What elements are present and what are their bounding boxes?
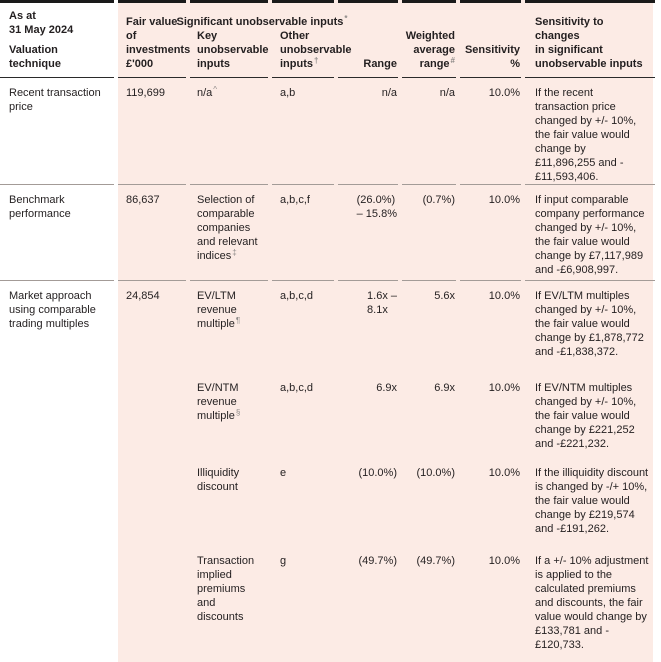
col-header-other-unobservable-inputs: Other unobservable inputs† bbox=[272, 0, 352, 77]
sensitivity-percent-cell: 10.0% bbox=[460, 280, 521, 372]
valuation-technique-cell: Market approach using comparable trading… bbox=[0, 280, 114, 372]
col-header-weighted-average-range: Weighted average range# bbox=[402, 0, 456, 77]
weighted-average-range-cell: 6.9x bbox=[434, 382, 455, 394]
footnote-mark: ¶ bbox=[235, 316, 241, 325]
range-cell: 1.6x – 8.1x bbox=[338, 280, 398, 372]
fair-value-cell bbox=[118, 372, 186, 457]
weighted-average-range-cell: 5.6x bbox=[402, 280, 456, 372]
footnote-mark: ^ bbox=[213, 85, 218, 94]
col-header-key-unobservable-inputs: Key unobservable inputs bbox=[190, 0, 269, 77]
column-header-row: Valuation technique Fair value of invest… bbox=[0, 0, 661, 77]
table-row: Market approach using comparable trading… bbox=[0, 280, 661, 372]
sensitivity-description-cell: If a +/- 10% adjustment is applied to th… bbox=[535, 555, 649, 651]
other-unobservable-inputs-cell: g bbox=[280, 555, 287, 567]
fair-value-cell: 24,854 bbox=[118, 280, 186, 372]
sensitivity-percent-cell: 10.0% bbox=[460, 184, 521, 280]
other-unobservable-inputs-cell: a,b,c,d bbox=[280, 382, 314, 394]
other-unobservable-inputs-cell: a,b,c,d bbox=[272, 280, 334, 372]
valuation-technique-cell bbox=[0, 457, 114, 545]
sensitivity-percent-cell: 10.0% bbox=[488, 467, 520, 479]
col-header-valuation-technique: Valuation technique bbox=[0, 0, 114, 77]
weighted-average-range-cell: (10.0%) bbox=[416, 467, 455, 479]
footnote-asterisk-mark: * bbox=[344, 14, 348, 23]
valuation-technique-cell: Recent transaction price bbox=[0, 77, 114, 184]
as-at-date-label: As at 31 May 2024 bbox=[9, 10, 74, 36]
key-unobservable-input-cell: Transaction implied premiums and discoun… bbox=[197, 555, 255, 623]
valuation-technique-cell bbox=[0, 372, 114, 457]
valuation-technique-cell: Benchmark performance bbox=[0, 184, 114, 280]
key-unobservable-input-cell: EV/LTM revenue multiple¶ bbox=[190, 280, 268, 372]
weighted-average-range-cell: (0.7%) bbox=[402, 184, 456, 280]
group-header-label: Significant unobservable inputs bbox=[176, 16, 344, 28]
other-unobservable-inputs-cell: a,b,c,f bbox=[272, 184, 334, 280]
table-row: Benchmark performance 86,637 Selection o… bbox=[0, 184, 661, 280]
weighted-average-range-cell: (49.7%) bbox=[416, 555, 455, 567]
range-cell: (26.0%) – 15.8% bbox=[338, 184, 398, 280]
key-unobservable-input-cell: EV/NTM revenue multiple§ bbox=[197, 382, 241, 422]
sensitivity-percent-cell: 10.0% bbox=[460, 77, 521, 184]
key-unobservable-input-cell: n/a^ bbox=[190, 77, 268, 184]
weighted-average-range-cell: n/a bbox=[402, 77, 456, 184]
sensitivity-percent-cell: 10.0% bbox=[488, 382, 520, 394]
sensitivity-description-cell: If the illiquidity discount is changed b… bbox=[535, 467, 649, 535]
table-row: Recent transaction price 119,699 n/a^ a,… bbox=[0, 77, 661, 184]
table-row: Illiquidity discount e (10.0%) (10.0%) 1… bbox=[0, 457, 661, 545]
sensitivity-description-cell: If EV/LTM multiples changed by +/- 10%, … bbox=[525, 280, 655, 372]
col-header-sensitivity: Sensitivity % bbox=[460, 0, 521, 77]
col-header-range: Range bbox=[338, 0, 398, 77]
other-unobservable-inputs-cell: e bbox=[280, 467, 287, 479]
range-cell: (49.7%) bbox=[358, 555, 397, 567]
table-row: EV/NTM revenue multiple§ a,b,c,d 6.9x 6.… bbox=[0, 372, 661, 457]
fair-value-cell: 119,699 bbox=[118, 77, 186, 184]
group-header: Significant unobservable inputs* bbox=[118, 15, 406, 29]
footnote-dagger-mark: † bbox=[314, 56, 319, 65]
sensitivity-description-cell: If EV/NTM multiples changed by +/- 10%, … bbox=[535, 382, 637, 450]
sensitivity-description-cell: If input comparable company performance … bbox=[525, 184, 655, 280]
sensitivity-description-cell: If the recent transaction price changed … bbox=[525, 77, 655, 184]
range-cell: 6.9x bbox=[376, 382, 397, 394]
table-body: Recent transaction price 119,699 n/a^ a,… bbox=[0, 77, 661, 662]
key-unobservable-input-cell: Illiquidity discount bbox=[197, 467, 240, 493]
table-row: Transaction implied premiums and discoun… bbox=[0, 545, 661, 662]
fair-value-cell: 86,637 bbox=[118, 184, 186, 280]
other-unobservable-inputs-cell: a,b bbox=[272, 77, 334, 184]
footnote-mark: ‡ bbox=[232, 248, 237, 257]
sensitivity-percent-cell: 10.0% bbox=[488, 555, 520, 567]
col-header-fair-value: Fair value of investments £'000 bbox=[118, 0, 190, 77]
footnote-hash-mark: # bbox=[450, 56, 455, 65]
range-cell: n/a bbox=[338, 77, 398, 184]
fair-value-cell bbox=[118, 545, 186, 662]
valuation-technique-cell bbox=[0, 545, 114, 662]
col-header-sensitivity-to-changes: Sensitivity to changes in significant un… bbox=[525, 0, 655, 77]
fair-value-cell bbox=[118, 457, 186, 545]
footnote-mark: § bbox=[235, 408, 241, 417]
table-header: As at 31 May 2024 Significant unobservab… bbox=[0, 0, 661, 77]
key-unobservable-input-cell: Selection of comparable companies and re… bbox=[190, 184, 268, 280]
range-cell: (10.0%) bbox=[358, 467, 397, 479]
